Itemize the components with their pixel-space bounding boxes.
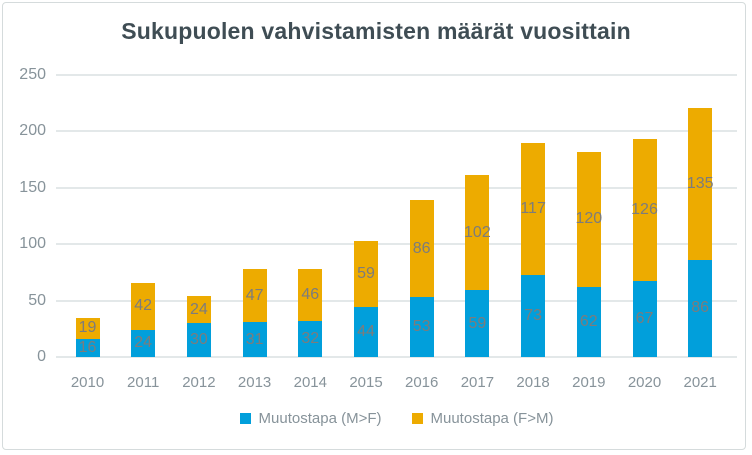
- bar-segment-fm: [576, 151, 601, 288]
- bar-value-label: 31: [245, 330, 264, 348]
- legend-item: Muutostapa (M>F): [239, 410, 382, 427]
- bar-value-label: 67: [635, 310, 654, 328]
- gridline: [56, 356, 737, 358]
- x-axis-tick-label: 2010: [70, 374, 105, 391]
- bar-segment-mf: [75, 338, 100, 357]
- bar-value-label: 30: [189, 331, 208, 349]
- bar-value-label: 59: [357, 265, 375, 283]
- bar-segment-fm: [75, 317, 100, 339]
- bar-segment-mf: [688, 259, 713, 357]
- bar-value-label: 42: [134, 297, 153, 315]
- legend-swatch-icon: [239, 413, 251, 424]
- bar-value-label: 102: [464, 223, 491, 241]
- gridline: [56, 74, 737, 76]
- bar-value-label: 16: [78, 338, 97, 356]
- y-axis-tick-label: 200: [19, 122, 46, 140]
- legend-swatch-icon: [411, 413, 423, 424]
- bar-value-label: 73: [524, 306, 542, 324]
- bar-segment-mf: [242, 322, 267, 357]
- x-axis-tick-label: 2011: [127, 374, 160, 391]
- gridline: [56, 299, 737, 302]
- bar-segment-fm: [354, 240, 378, 308]
- x-axis-tick-label: 2013: [237, 374, 272, 391]
- gridline: [56, 186, 737, 189]
- bar-segment-mf: [354, 307, 378, 357]
- bar-segment-fm: [521, 142, 546, 275]
- bar-value-label: 135: [686, 174, 714, 192]
- bar-segment-fm: [688, 107, 713, 260]
- y-axis-tick-label: 50: [28, 291, 46, 309]
- bar-value-label: 24: [189, 300, 208, 318]
- bar-value-label: 86: [412, 239, 431, 257]
- bar-segment-mf: [186, 323, 211, 357]
- bar-value-label: 19: [78, 319, 97, 337]
- bar-segment-mf: [632, 281, 657, 357]
- legend-item: Muutostapa (F>M): [411, 410, 554, 427]
- bar-value-label: 53: [412, 318, 431, 336]
- gridline: [56, 130, 737, 133]
- gridline: [56, 243, 737, 246]
- x-axis-tick-label: 2017: [460, 374, 495, 391]
- bar-value-label: 46: [301, 285, 320, 303]
- bar-value-label: 126: [631, 201, 658, 219]
- x-axis-tick-label: 2020: [627, 374, 662, 391]
- legend-item-label: Muutostapa (M>F): [258, 410, 382, 427]
- y-axis-tick-label: 250: [19, 66, 46, 83]
- bar-segment-mf: [131, 329, 156, 357]
- chart-title: Sukupuolen vahvistamisten määrät vuositt…: [121, 18, 631, 44]
- bar-segment-fm: [186, 296, 211, 324]
- bar-value-label: 62: [579, 313, 598, 331]
- y-axis-tick-label: 150: [19, 178, 46, 196]
- bar-segment-mf: [409, 297, 434, 357]
- x-axis-tick-label: 2012: [182, 374, 216, 391]
- y-axis-tick-label: 100: [19, 235, 46, 253]
- bar-segment-mf: [465, 290, 490, 357]
- bar-value-label: 86: [691, 299, 710, 317]
- bar-value-label: 117: [520, 199, 546, 217]
- bar-segment-fm: [465, 175, 490, 291]
- bar-segment-fm: [298, 269, 323, 321]
- bar-value-label: 47: [245, 286, 264, 304]
- bar-segment-fm: [409, 200, 434, 298]
- bar-segment-fm: [242, 269, 267, 323]
- x-axis-tick-label: 2018: [516, 374, 550, 391]
- bar-value-label: 32: [301, 329, 320, 347]
- x-axis-tick-label: 2021: [683, 374, 717, 391]
- x-axis-tick-label: 2016: [405, 374, 439, 391]
- bar-segment-mf: [298, 320, 323, 357]
- bar-value-label: 44: [357, 323, 375, 341]
- bar-segment-mf: [521, 274, 546, 357]
- x-axis-tick-label: 2015: [349, 374, 383, 391]
- legend: Muutostapa (M>F) Muutostapa (F>M): [56, 410, 737, 427]
- legend-item-label: Muutostapa (F>M): [430, 410, 554, 427]
- y-axis-tick-label: 0: [37, 348, 46, 365]
- bar-value-label: 120: [575, 210, 603, 228]
- bar-segment-fm: [131, 282, 156, 330]
- bar-segment-mf: [576, 287, 601, 357]
- bar-value-label: 59: [468, 314, 487, 332]
- x-axis-tick-label: 2019: [572, 374, 606, 391]
- bar-segment-fm: [632, 139, 657, 282]
- bar-value-label: 24: [134, 334, 153, 352]
- x-axis-tick-label: 2014: [293, 374, 327, 391]
